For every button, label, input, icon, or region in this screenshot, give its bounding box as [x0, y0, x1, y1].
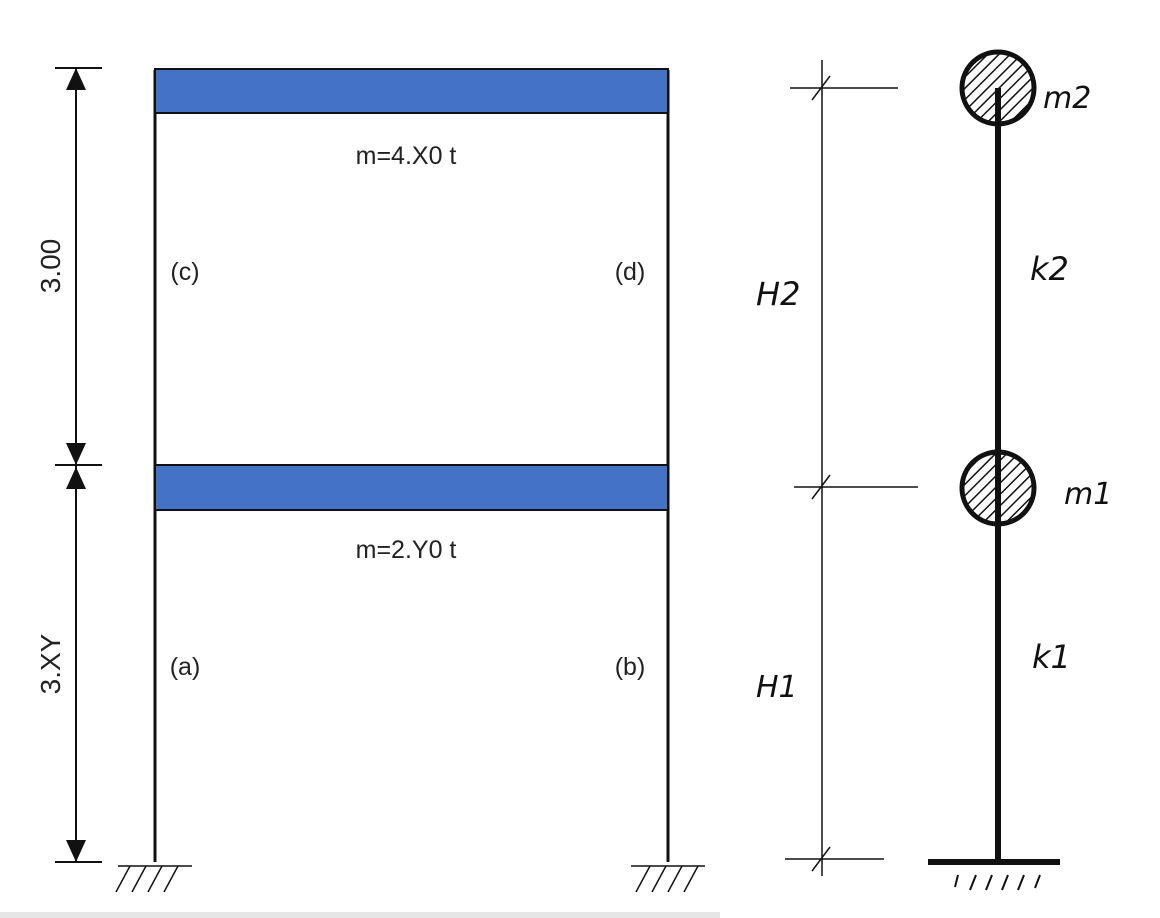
model-base-hatch [954, 874, 1041, 891]
mass-top-circle [959, 49, 1037, 127]
support-right [631, 865, 705, 893]
mass-bottom-label: m1 [1064, 477, 1112, 512]
arrow-down-mid [66, 443, 86, 465]
top-mass-label: m=4.X0 t [356, 142, 457, 170]
lumped-model: m2 m1 k2 k1 H2 H1 [756, 49, 1112, 891]
stiffness-bottom-label: k1 [1032, 638, 1071, 676]
column-label-b: (b) [615, 653, 646, 681]
dimension-line: 3.00 3.XY [35, 67, 102, 863]
lower-height-label: 3.XY [35, 633, 66, 694]
portal-frame: m=4.X0 t m=2.Y0 t (c) (d) (a) (b) [115, 68, 705, 893]
arrow-up-mid [66, 467, 86, 489]
bottom-beam [154, 464, 669, 511]
bottom-rule [0, 912, 720, 918]
mass-top-label: m2 [1043, 81, 1091, 116]
height-bottom-label: H1 [756, 670, 798, 705]
upper-height-label: 3.00 [35, 239, 66, 294]
mass-bottom-circle [959, 449, 1037, 527]
height-top-label: H2 [756, 275, 800, 313]
top-beam [154, 68, 669, 114]
arrow-up-top [66, 68, 86, 90]
arrow-down-bottom [66, 840, 86, 862]
bottom-mass-label: m=2.Y0 t [356, 536, 457, 564]
column-label-c: (c) [170, 258, 199, 286]
support-left [115, 865, 192, 893]
column-label-d: (d) [615, 258, 646, 286]
column-label-a: (a) [170, 653, 201, 681]
stiffness-top-label: k2 [1030, 250, 1069, 288]
